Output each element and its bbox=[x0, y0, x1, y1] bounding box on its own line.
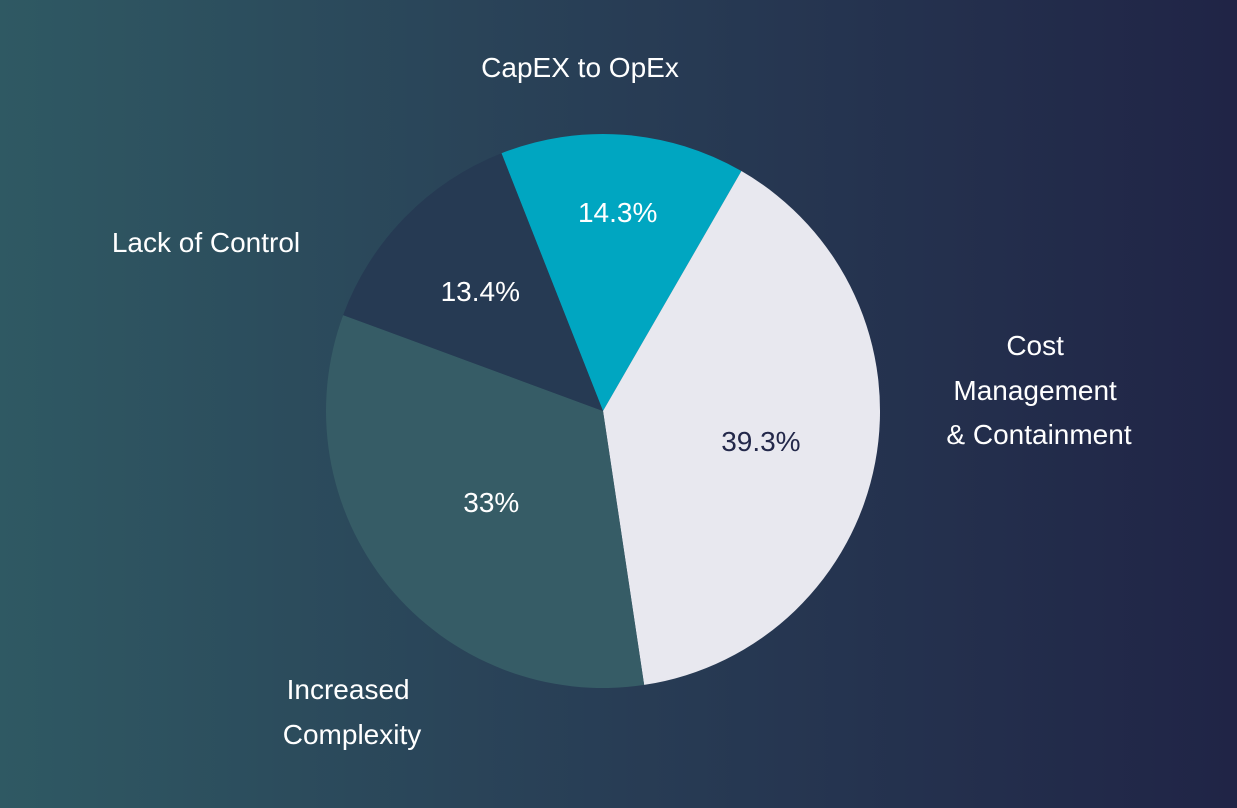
category-label-increased-complexity-line-2: Complexity bbox=[283, 719, 421, 750]
category-label-cost-management-line-2: Management bbox=[953, 375, 1117, 406]
category-label-cost-management: Cost Management & Containment bbox=[946, 330, 1131, 450]
value-label-cost-management-and-containment: 39.3% bbox=[721, 426, 800, 457]
value-label-increased-complexity: 33% bbox=[463, 487, 519, 518]
value-label-lack-of-control: 13.4% bbox=[441, 276, 520, 307]
pie-slices bbox=[326, 133, 881, 689]
pie-slice-increased-complexity bbox=[326, 315, 645, 689]
category-label-lack-of-control: Lack of Control bbox=[112, 227, 300, 258]
category-label-capex-to-opex: CapEX to OpEx bbox=[481, 52, 679, 83]
value-label-capex-to-opex: 14.3% bbox=[578, 197, 657, 228]
value-labels: 14.3% 39.3% 33% 13.4% bbox=[441, 197, 801, 518]
category-label-cost-management-line-3: & Containment bbox=[946, 419, 1131, 450]
category-label-increased-complexity-line-1: Increased bbox=[287, 674, 410, 705]
pie-slice-capex-to-opex bbox=[501, 133, 742, 412]
category-label-cost-management-line-1: Cost bbox=[1006, 330, 1064, 361]
pie-slice-cost-management-and-containment bbox=[603, 171, 881, 685]
pie-slice-lack-of-control bbox=[343, 153, 603, 411]
category-label-increased-complexity: Increased Complexity bbox=[283, 674, 421, 750]
